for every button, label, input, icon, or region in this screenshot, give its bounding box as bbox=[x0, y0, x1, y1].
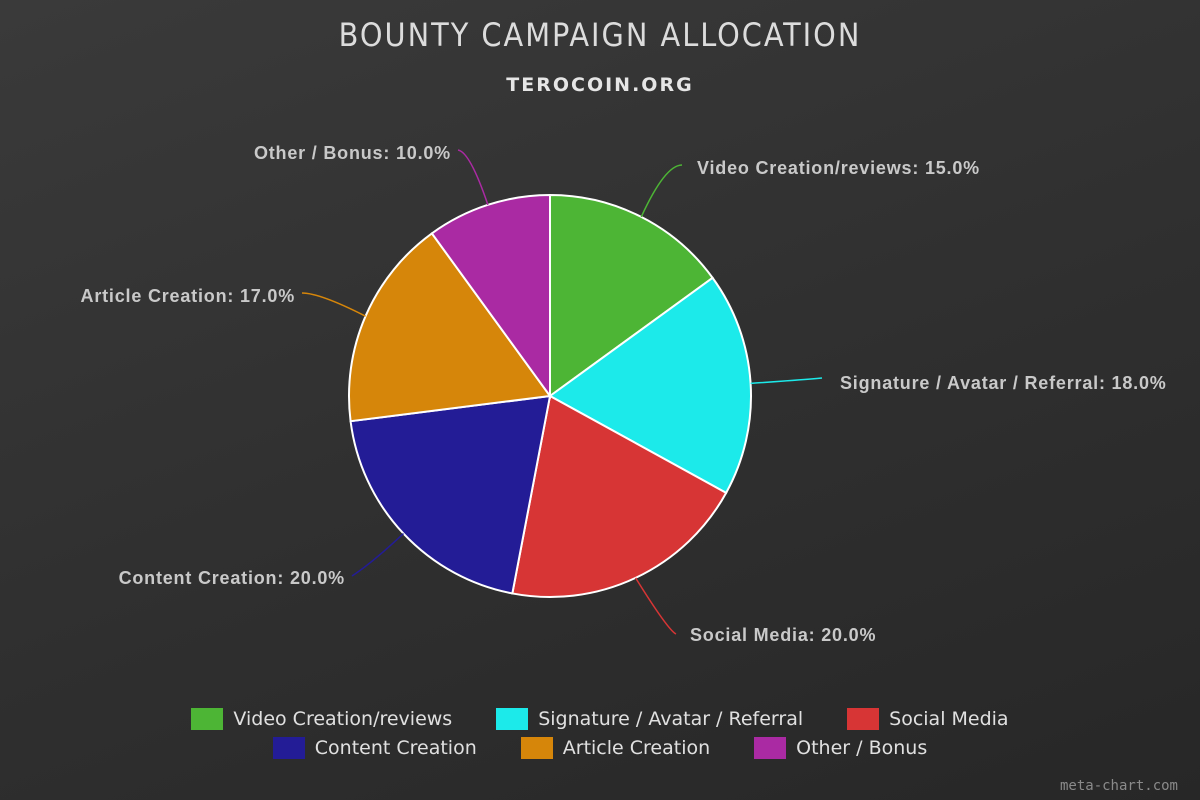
legend-label: Video Creation/reviews bbox=[233, 707, 453, 730]
legend-item-other-bonus[interactable]: Other / Bonus bbox=[754, 733, 927, 762]
legend-swatch bbox=[847, 707, 880, 730]
slice-label-content-creation: Content Creation: 20.0% bbox=[119, 568, 345, 588]
legend-item-article-creation[interactable]: Article Creation bbox=[520, 733, 711, 762]
legend-item-signature-avatar-referral[interactable]: Signature / Avatar / Referral bbox=[496, 704, 803, 733]
leader-line-content-creation bbox=[351, 533, 404, 577]
leader-line-article-creation bbox=[301, 292, 366, 317]
slice-label-article-creation: Article Creation: 17.0% bbox=[81, 286, 295, 306]
pie-slice-article-creation[interactable] bbox=[348, 231, 552, 423]
leader-line-signature-avatar-referral bbox=[750, 377, 823, 385]
legend-row: Content Creation Article Creation Other … bbox=[0, 733, 1200, 762]
pie-slice-signature-avatar-referral[interactable] bbox=[548, 276, 752, 495]
legend-label: Content Creation bbox=[314, 736, 477, 759]
slice-label-other-bonus: Other / Bonus: 10.0% bbox=[254, 143, 451, 163]
legend-swatch bbox=[520, 736, 553, 759]
legend-item-social-media[interactable]: Social Media bbox=[847, 704, 1009, 733]
leader-line-video-creation bbox=[640, 164, 683, 218]
slice-label-social-media: Social Media: 20.0% bbox=[690, 625, 876, 645]
leader-line-other-bonus bbox=[457, 149, 489, 206]
legend-label: Social Media bbox=[889, 707, 1009, 730]
legend-swatch bbox=[272, 736, 305, 759]
legend-label: Other / Bonus bbox=[796, 736, 928, 759]
chart-title: BOUNTY CAMPAIGN ALLOCATION bbox=[338, 16, 862, 54]
legend-label: Signature / Avatar / Referral bbox=[538, 707, 804, 730]
legend-swatch bbox=[191, 707, 224, 730]
legend-row: Video Creation/reviews Signature / Avata… bbox=[0, 704, 1200, 733]
chart-subtitle: TEROCOIN.ORG bbox=[506, 74, 694, 96]
leader-line-social-media bbox=[634, 577, 677, 635]
slice-label-video-creation: Video Creation/reviews: 15.0% bbox=[697, 158, 980, 178]
pie-slice-video-creation[interactable] bbox=[549, 193, 715, 398]
watermark: meta-chart.com bbox=[1059, 778, 1178, 794]
legend-item-content-creation[interactable]: Content Creation bbox=[272, 733, 477, 762]
pie-slice-other-bonus[interactable] bbox=[430, 193, 551, 400]
legend-swatch bbox=[496, 707, 529, 730]
legend-label: Article Creation bbox=[562, 736, 711, 759]
legend: Video Creation/reviews Signature / Avata… bbox=[0, 704, 1200, 762]
legend-item-video-creation[interactable]: Video Creation/reviews bbox=[191, 704, 452, 733]
legend-swatch bbox=[754, 736, 787, 759]
slice-label-signature-avatar-referral: Signature / Avatar / Referral: 18.0% bbox=[840, 373, 1167, 393]
